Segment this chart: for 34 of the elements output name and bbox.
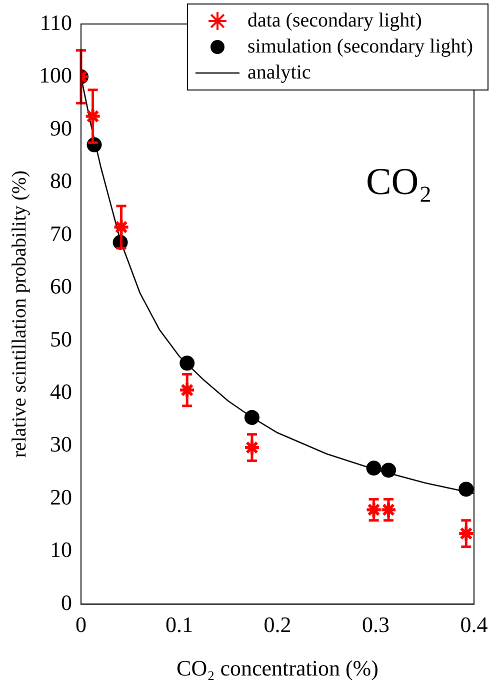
y-tick-label: 40 — [50, 379, 72, 404]
y-tick-label: 20 — [50, 484, 72, 510]
legend-label: simulation (secondary light) — [247, 35, 474, 58]
legend-label: analytic — [247, 61, 311, 84]
annotation: CO₂ — [366, 161, 432, 203]
legend-label: data (secondary light) — [247, 9, 422, 32]
x-axis-title: CO₂ concentration (%) — [176, 656, 378, 681]
y-tick-label: 80 — [50, 168, 72, 194]
point — [458, 525, 474, 542]
y-tick-label: 60 — [50, 274, 72, 299]
x-tick-label: 0.1 — [166, 612, 193, 638]
y-tick-label: 30 — [50, 432, 72, 457]
point — [84, 108, 102, 125]
x-tick-label: 0.3 — [362, 612, 390, 638]
x-tick-label: 0.2 — [264, 612, 292, 638]
y-tick-label: 0 — [61, 590, 72, 615]
x-tick-label: 0.4 — [460, 612, 488, 638]
point — [365, 501, 382, 518]
point — [380, 501, 398, 518]
point — [458, 482, 474, 497]
point — [244, 410, 260, 425]
point — [243, 439, 260, 456]
point — [180, 356, 195, 371]
point — [112, 218, 130, 236]
y-tick-label: 110 — [40, 10, 72, 35]
y-tick-label: 100 — [39, 62, 72, 88]
point — [178, 382, 196, 399]
y-axis-title: relative scintillation probability (%) — [8, 170, 30, 458]
y-tick-label: 90 — [50, 115, 72, 140]
y-tick-label: 10 — [50, 537, 72, 562]
y-tick-label: 50 — [50, 326, 72, 352]
point — [381, 462, 396, 478]
point — [366, 460, 382, 476]
y-tick-label: 70 — [50, 220, 72, 246]
